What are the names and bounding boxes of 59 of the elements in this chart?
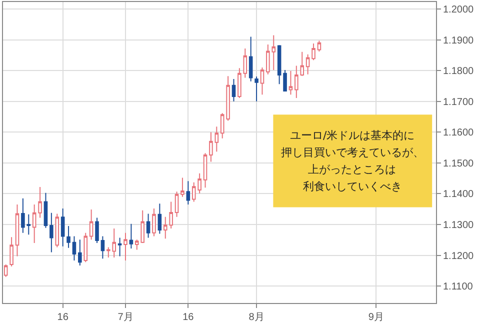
- candlestick: [32, 204, 36, 244]
- annotation: 上がったところは: [308, 163, 396, 176]
- x-tick-label: 16: [57, 312, 69, 323]
- candlestick: [317, 40, 322, 52]
- y-tick-label: 1.2000: [443, 4, 474, 16]
- candlestick: [50, 212, 54, 253]
- candlestick: [214, 126, 219, 152]
- candlestick: [38, 186, 42, 218]
- candlestick: [60, 208, 65, 247]
- candlestick: [72, 236, 76, 262]
- candlestick: [66, 226, 70, 248]
- candlestick: [209, 132, 213, 162]
- candlestick: [260, 67, 264, 96]
- candlestick: [44, 192, 48, 228]
- candlestick: [277, 44, 282, 85]
- y-tick-label: 1.1700: [443, 96, 474, 108]
- y-tick-label: 1.1400: [443, 189, 474, 200]
- y-tick-label: 1.1200: [443, 250, 474, 262]
- x-tick-label: 16: [182, 312, 194, 323]
- candlestick: [306, 54, 310, 75]
- candlestick: [180, 177, 184, 198]
- candlestick: [220, 112, 224, 139]
- candlestick: [78, 239, 82, 266]
- annotation: 利食いしていくべき: [303, 180, 402, 193]
- y-tick-label: 1.1600: [443, 128, 474, 139]
- candlestick: [124, 232, 128, 262]
- candlestick: [288, 70, 293, 96]
- candlestick: [186, 180, 190, 206]
- candlestick: [248, 36, 253, 82]
- candlestick: [84, 232, 88, 263]
- y-tick-label: 1.1500: [443, 158, 474, 170]
- candlestick: [312, 43, 316, 61]
- candlestick: [146, 213, 150, 238]
- candlestick: [10, 236, 14, 267]
- candlestick: [158, 203, 162, 234]
- candlestick: [89, 208, 94, 240]
- candlestick: [174, 191, 179, 218]
- candlestick: [129, 223, 134, 250]
- candlestick: [100, 236, 105, 260]
- x-tick-label: 9月: [368, 312, 384, 323]
- candlestick: [283, 70, 287, 92]
- y-tick-label: 1.1800: [443, 66, 474, 78]
- x-tick-label: 7月: [118, 312, 134, 323]
- candlestick: [152, 208, 156, 237]
- candlestick: [254, 76, 258, 102]
- annotation: ユーロ/米ドルは基本的に: [290, 129, 415, 142]
- x-tick-label: 8月: [248, 312, 264, 323]
- candlestick: [118, 237, 122, 257]
- candlestick: [203, 152, 208, 188]
- y-tick-label: 1.1100: [443, 282, 474, 293]
- candlestick: [15, 204, 20, 257]
- candlestick: [55, 213, 60, 248]
- candlestick: [226, 76, 230, 122]
- annotation: 押し目買いで考えているが、: [281, 146, 424, 159]
- y-tick-label: 1.1900: [443, 35, 474, 46]
- candlestick: [95, 217, 99, 244]
- y-tick-label: 1.1300: [443, 220, 474, 232]
- candlestick: [4, 264, 8, 278]
- candlestick: [232, 78, 236, 102]
